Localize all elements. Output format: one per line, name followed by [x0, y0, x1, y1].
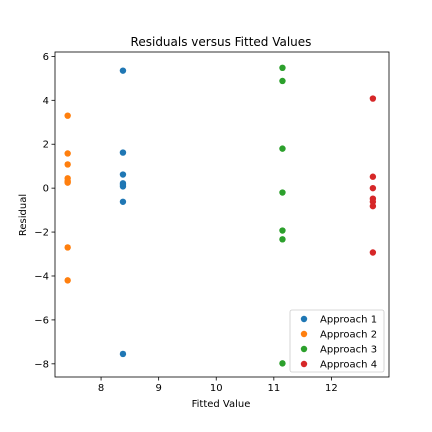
- legend-label: Approach 1: [320, 315, 377, 326]
- data-point: [119, 171, 127, 178]
- data-point: [369, 173, 377, 180]
- chart-title: Residuals versus Fitted Values: [131, 35, 312, 49]
- series-2: [64, 112, 71, 284]
- data-point: [279, 236, 286, 243]
- y-tick-label: −4: [34, 271, 49, 282]
- y-tick-label: 2: [43, 140, 49, 151]
- y-tick-label: −8: [34, 359, 49, 370]
- legend-marker: [300, 345, 308, 353]
- legend-label: Approach 4: [320, 360, 377, 371]
- data-point: [279, 360, 286, 367]
- data-point: [64, 161, 71, 168]
- data-point: [119, 350, 127, 358]
- data-point: [279, 189, 286, 196]
- series-3: [279, 64, 286, 367]
- data-point: [64, 277, 71, 284]
- x-tick-label: 8: [98, 383, 104, 394]
- plot-area: 8 9 10 11 12 −8 −6 −4 −2 0 2 4 6: [34, 51, 390, 394]
- data-point: [64, 179, 71, 186]
- legend-marker: [300, 315, 308, 323]
- data-point: [64, 150, 71, 157]
- x-tick-label: 12: [325, 383, 338, 394]
- legend-box: [289, 309, 385, 373]
- series-1: [119, 67, 127, 358]
- data-point: [279, 77, 286, 85]
- data-point: [119, 67, 127, 74]
- y-tick-label: −2: [34, 228, 49, 239]
- data-point: [369, 202, 377, 210]
- data-point: [64, 112, 71, 119]
- legend-label: Approach 2: [320, 330, 377, 341]
- data-point: [119, 183, 127, 190]
- data-point: [369, 95, 377, 102]
- data-point: [279, 145, 286, 152]
- y-axis-label: Residual: [18, 194, 29, 236]
- y-tick-label: 0: [43, 184, 49, 195]
- x-tick-label: 10: [210, 383, 223, 394]
- data-point: [369, 198, 377, 205]
- legend-label: Approach 3: [320, 345, 377, 356]
- data-point: [119, 198, 127, 205]
- data-point: [279, 227, 286, 234]
- data-point: [279, 64, 286, 72]
- legend-item: Approach 2: [300, 330, 377, 341]
- legend-item: Approach 3: [300, 345, 377, 356]
- y-tick-label: 6: [43, 52, 49, 63]
- y-tick-label: −6: [34, 315, 49, 326]
- legend-item: Approach 4: [300, 360, 377, 371]
- legend-marker: [300, 330, 308, 338]
- x-tick-label: 11: [267, 383, 280, 394]
- data-point: [64, 244, 71, 251]
- data-point: [119, 149, 127, 156]
- legend-marker: [300, 360, 308, 368]
- legend: Approach 1 Approach 2 Approach 3 Approach 4: [289, 309, 385, 373]
- y-tick-label: 4: [43, 96, 49, 107]
- legend-item: Approach 1: [300, 315, 377, 326]
- data-point: [369, 249, 377, 256]
- data-point: [369, 184, 377, 192]
- x-tick-label: 9: [155, 383, 161, 394]
- axes-frame: [54, 51, 390, 378]
- series-4: [369, 95, 377, 256]
- x-axis-label: Fitted Value: [192, 399, 251, 410]
